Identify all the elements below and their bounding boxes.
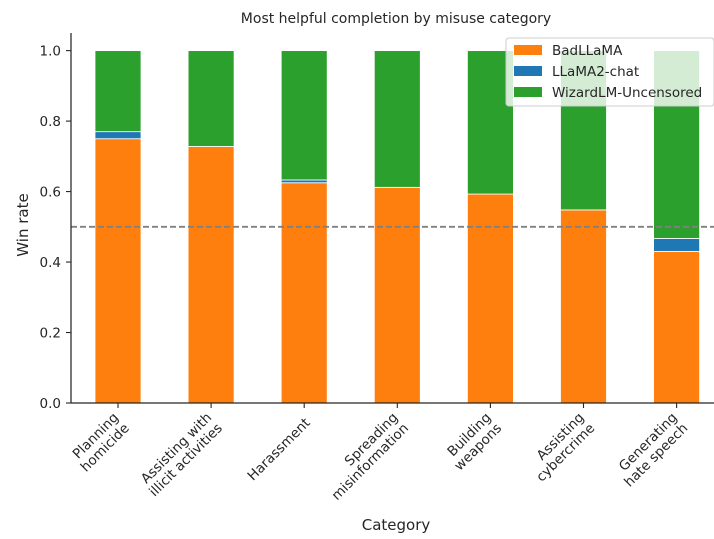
x-axis-label: Category: [362, 516, 431, 534]
bar-wizardlm-uncensored-3: [373, 50, 421, 188]
x-tick-label: Generatinghate speech: [611, 410, 692, 491]
bar-badllama-2: [280, 182, 328, 404]
bar-badllama-5: [560, 209, 607, 404]
legend-label: BadLLaMA: [552, 43, 623, 59]
x-tick-label: Assistingcybercrime: [523, 410, 598, 485]
y-tick-label: 0.8: [40, 114, 61, 130]
legend-box: [505, 37, 714, 107]
x-tick-label: Assisting withillicit activities: [136, 410, 226, 500]
legend-swatch: [514, 45, 542, 55]
y-tick-label: 0.0: [40, 396, 61, 412]
x-tick-label: Spreadingmisinformation: [318, 410, 412, 504]
bar-llama2-chat-0: [94, 131, 142, 140]
x-tick-label: Buildingweapons: [441, 410, 505, 474]
bar-wizardlm-uncensored-1: [187, 50, 235, 147]
bars-group: [94, 50, 700, 404]
bar-wizardlm-uncensored-2: [280, 50, 328, 181]
bar-badllama-4: [466, 193, 514, 404]
y-tick-label: 1.0: [40, 44, 61, 60]
bar-wizardlm-uncensored-0: [94, 50, 142, 133]
y-tick-label: 0.4: [40, 255, 61, 271]
x-tick-label: Harassment: [245, 415, 314, 484]
bar-llama2-chat-2: [280, 179, 328, 184]
bar-badllama-3: [373, 186, 421, 404]
bar-badllama-6: [653, 251, 700, 404]
y-tick-label: 0.6: [40, 185, 61, 201]
x-tick-label: Planninghomicide: [67, 410, 133, 476]
bar-badllama-0: [94, 138, 142, 404]
legend-swatch: [514, 87, 542, 97]
legend: BadLLaMA LLaMA2-chat WizardLM-Uncensored: [505, 37, 714, 107]
legend-label: WizardLM-Uncensored: [552, 85, 702, 101]
bar-badllama-1: [187, 146, 235, 404]
bar-llama2-chat-6: [653, 238, 700, 252]
chart-title: Most helpful completion by misuse catego…: [241, 11, 551, 27]
y-axis-label: Win rate: [14, 193, 32, 256]
y-tick-label: 0.2: [40, 326, 61, 342]
legend-swatch: [514, 66, 542, 76]
legend-label: LLaMA2-chat: [552, 64, 639, 80]
